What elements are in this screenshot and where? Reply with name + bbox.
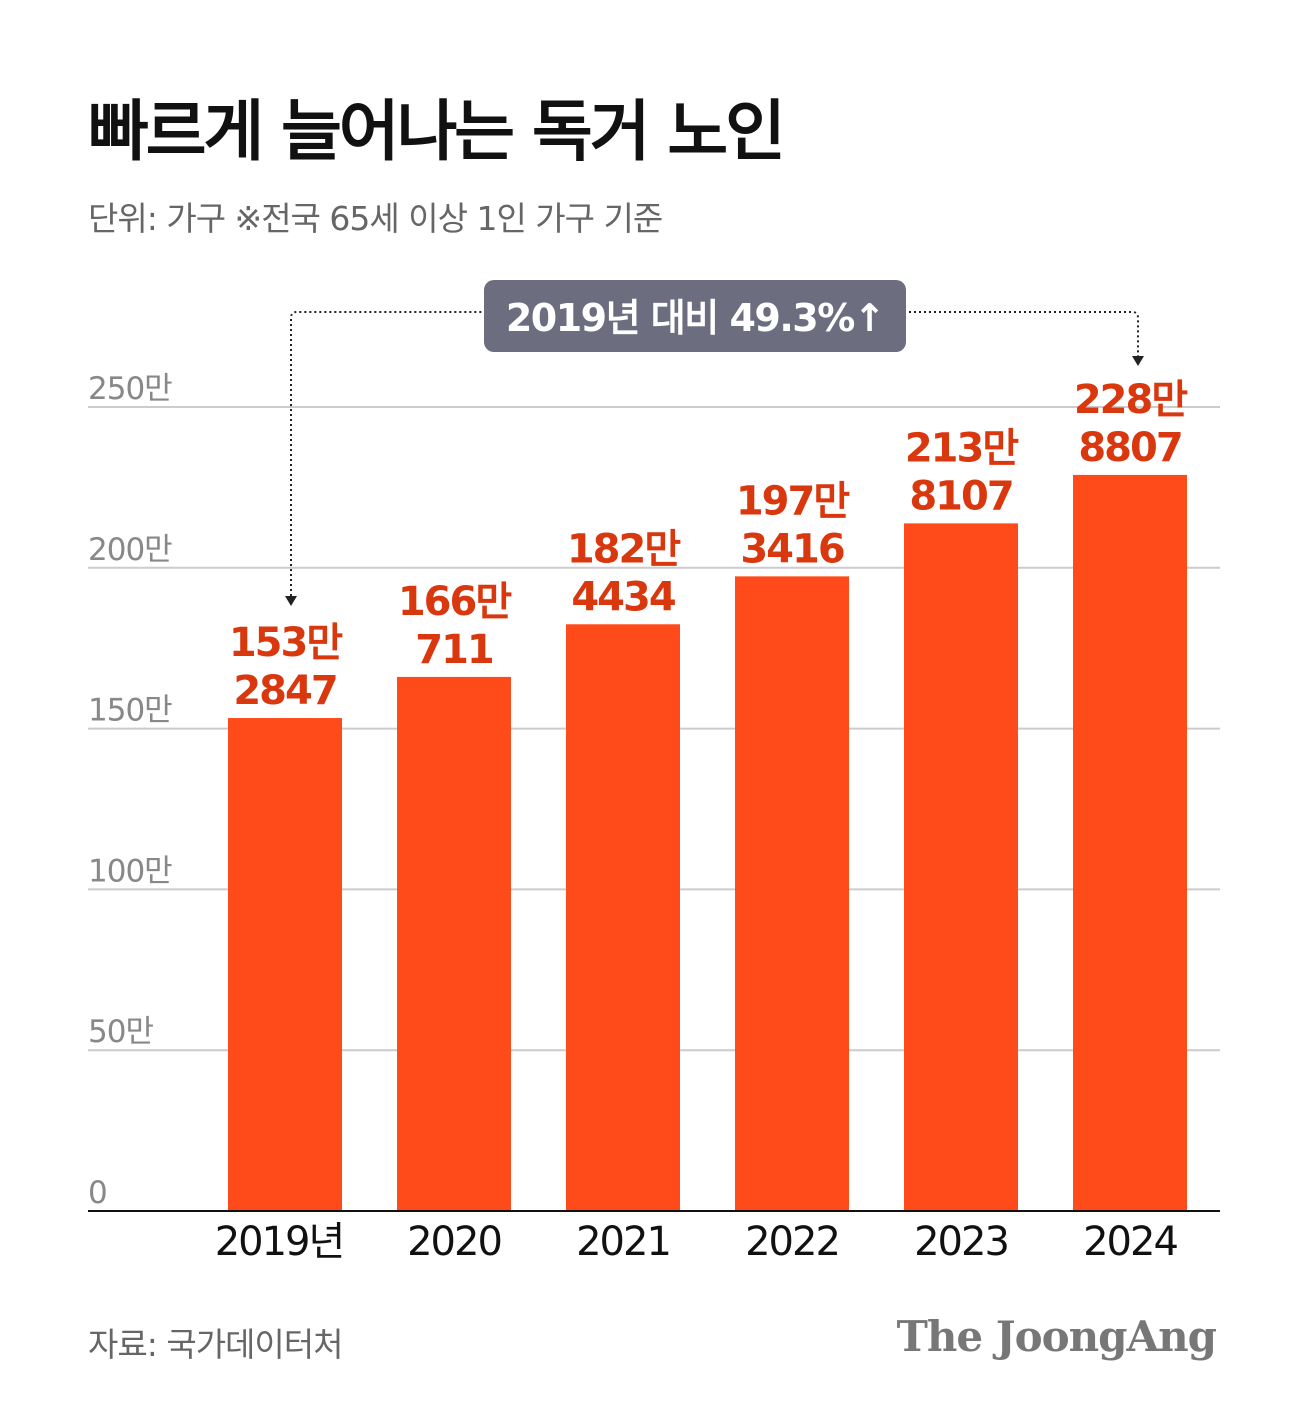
annotation-connector-right [904, 311, 1139, 358]
arrow-down-icon [1132, 356, 1144, 366]
bar [1073, 474, 1187, 1211]
data-label: 8107 [909, 473, 1012, 519]
chart-title: 빠르게 늘어나는 독거 노인 [88, 93, 786, 170]
x-tick-label: 2021 [576, 1219, 670, 1265]
data-label: 4434 [571, 574, 674, 620]
bar [397, 676, 511, 1211]
annotation-box [484, 280, 906, 352]
data-label: 166만 [398, 579, 512, 625]
data-label: 182만 [567, 526, 681, 572]
annotation-text: 2019년 대비 49.3%↑ [506, 296, 884, 340]
data-label: 213만 [905, 425, 1019, 471]
x-tick-label: 2022 [745, 1219, 839, 1265]
data-label: 3416 [740, 526, 843, 572]
y-tick-label: 150만 [88, 693, 172, 729]
arrow-down-icon [285, 596, 297, 606]
y-tick-label: 0 [88, 1175, 107, 1211]
source-note: 자료: 국가데이터처 [88, 1325, 343, 1364]
bar [904, 523, 1018, 1211]
bar [566, 624, 680, 1211]
x-tick-label: 2020 [407, 1219, 501, 1265]
x-tick-label: 2023 [914, 1219, 1008, 1265]
bar [735, 576, 849, 1211]
y-tick-label: 250만 [88, 371, 172, 407]
data-label: 197만 [736, 478, 850, 524]
data-label: 228만 [1074, 377, 1188, 423]
y-tick-label: 100만 [88, 853, 172, 889]
data-label: 153만 [229, 620, 343, 666]
x-tick-label: 2024 [1083, 1219, 1177, 1265]
annotation-connector-left [290, 311, 486, 596]
chart-subtitle: 단위: 가구 ※전국 65세 이상 1인 가구 기준 [88, 199, 663, 238]
y-tick-label: 50만 [88, 1014, 153, 1050]
publisher-logo: The JoongAng [896, 1312, 1217, 1361]
data-label: 711 [415, 627, 493, 673]
bar [228, 718, 342, 1211]
data-label: 2847 [233, 668, 336, 714]
x-tick-label: 2019년 [215, 1219, 344, 1265]
data-label: 8807 [1078, 425, 1181, 471]
y-tick-label: 200만 [88, 532, 172, 568]
